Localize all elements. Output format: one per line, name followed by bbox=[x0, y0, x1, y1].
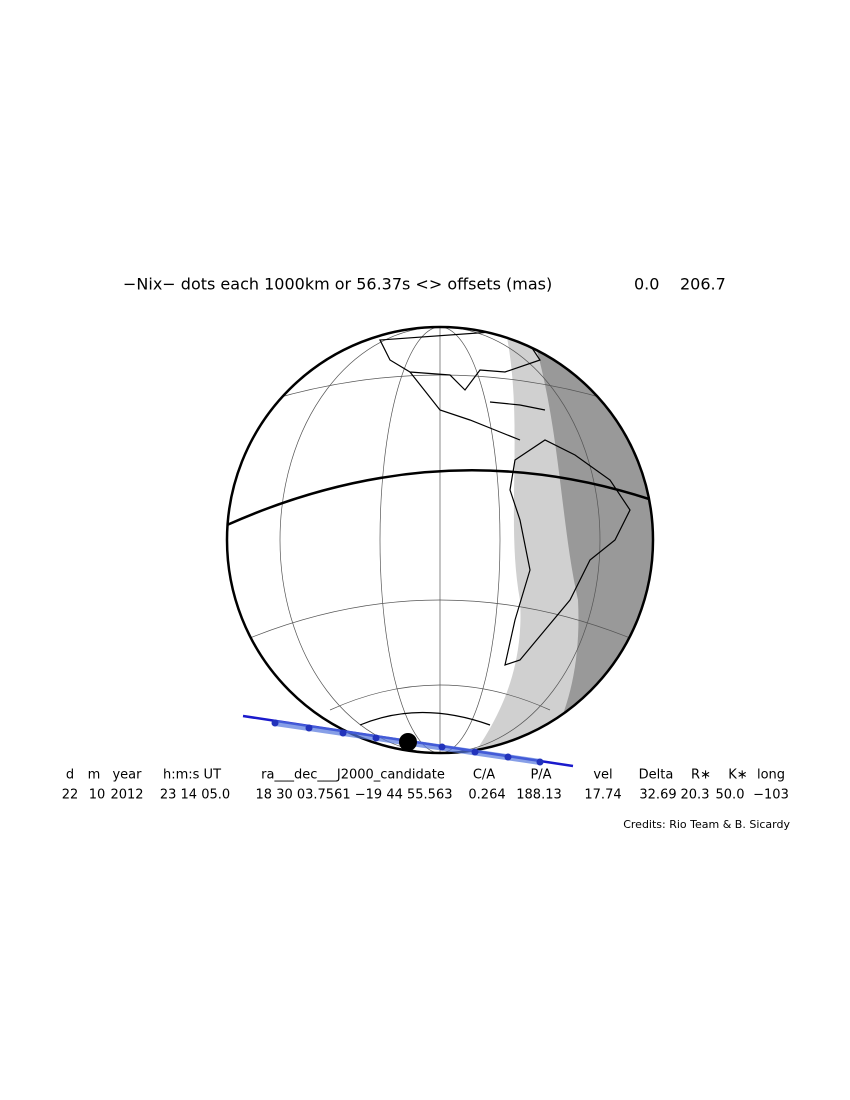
column-value: 188.13 bbox=[516, 788, 562, 803]
column-header: m bbox=[88, 768, 101, 783]
column-value: −103 bbox=[753, 788, 789, 803]
column-header: vel bbox=[593, 768, 612, 783]
column-value: 2012 bbox=[110, 788, 143, 803]
column-value: 18 30 03.7561 −19 44 55.563 bbox=[256, 788, 453, 803]
event-table: d m year h:m:s UT ra___dec___J2000_candidate… bbox=[62, 768, 789, 803]
offset-x: 0.0 bbox=[634, 275, 659, 294]
globe bbox=[225, 325, 655, 755]
column-header: year bbox=[112, 768, 142, 783]
column-value: 10 bbox=[89, 788, 106, 803]
column-header: Delta bbox=[639, 768, 674, 783]
column-value: 0.264 bbox=[468, 788, 505, 803]
column-header: K∗ bbox=[728, 768, 747, 783]
column-header: C/A bbox=[473, 768, 495, 783]
column-header: P/A bbox=[530, 768, 551, 783]
shadow-path bbox=[242, 714, 574, 768]
column-value: 22 bbox=[62, 788, 79, 803]
column-header: d bbox=[66, 768, 74, 783]
column-header: long bbox=[757, 768, 785, 783]
column-header: ra___dec___J2000_candidate bbox=[261, 768, 445, 783]
column-value: 20.3 bbox=[681, 788, 710, 803]
column-value: 17.74 bbox=[584, 788, 621, 803]
map-title: −Nix− dots each 1000km or 56.37s <> offs… bbox=[123, 275, 552, 294]
column-value: 50.0 bbox=[716, 788, 745, 803]
offset-y: 206.7 bbox=[680, 275, 726, 294]
column-header: h:m:s UT bbox=[163, 768, 221, 783]
column-header: R∗ bbox=[691, 768, 711, 783]
column-value: 23 14 05.0 bbox=[160, 788, 230, 803]
column-value: 32.69 bbox=[639, 788, 676, 803]
credits: Credits: Rio Team & B. Sicardy bbox=[623, 818, 790, 831]
